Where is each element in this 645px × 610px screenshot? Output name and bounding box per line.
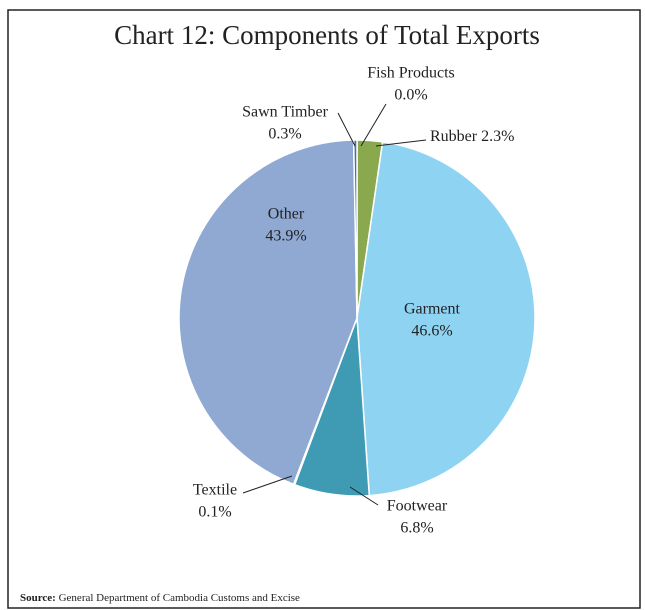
leader-line xyxy=(375,139,427,147)
pie-slice xyxy=(356,141,536,497)
slice-name: Sawn Timber xyxy=(242,104,328,121)
source-label: Source: xyxy=(20,592,56,604)
chart-title: Chart 12: Components of Total Exports xyxy=(114,20,540,50)
slice-label: Rubber 2.3% xyxy=(430,128,514,145)
slice-value: 6.8% xyxy=(400,520,433,537)
slice-name: Textile xyxy=(193,482,237,499)
source-text: General Department of Cambodia Customs a… xyxy=(59,592,300,604)
slice-value: 0.3% xyxy=(268,126,301,143)
slice-name: Garment xyxy=(404,301,461,318)
slice-name: Fish Products xyxy=(367,65,455,82)
slice-value: 0.1% xyxy=(198,504,231,521)
slice-name: Footwear xyxy=(387,498,448,515)
slice-name: Rubber xyxy=(430,128,478,145)
pie-slice xyxy=(352,139,358,319)
slice-value: 2.3% xyxy=(481,128,514,145)
leader-line xyxy=(360,103,387,147)
source: Source: General Department of Cambodia C… xyxy=(20,592,300,604)
slice-value: 43.9% xyxy=(265,228,306,245)
slice-value: 0.0% xyxy=(394,87,427,104)
leader-line xyxy=(349,486,379,506)
frame xyxy=(7,9,641,609)
leader-line xyxy=(337,112,356,147)
leader-line xyxy=(242,475,293,494)
pie-slice xyxy=(178,139,358,486)
slice-value: 46.6% xyxy=(411,323,452,340)
slice-name: Other xyxy=(268,206,305,223)
